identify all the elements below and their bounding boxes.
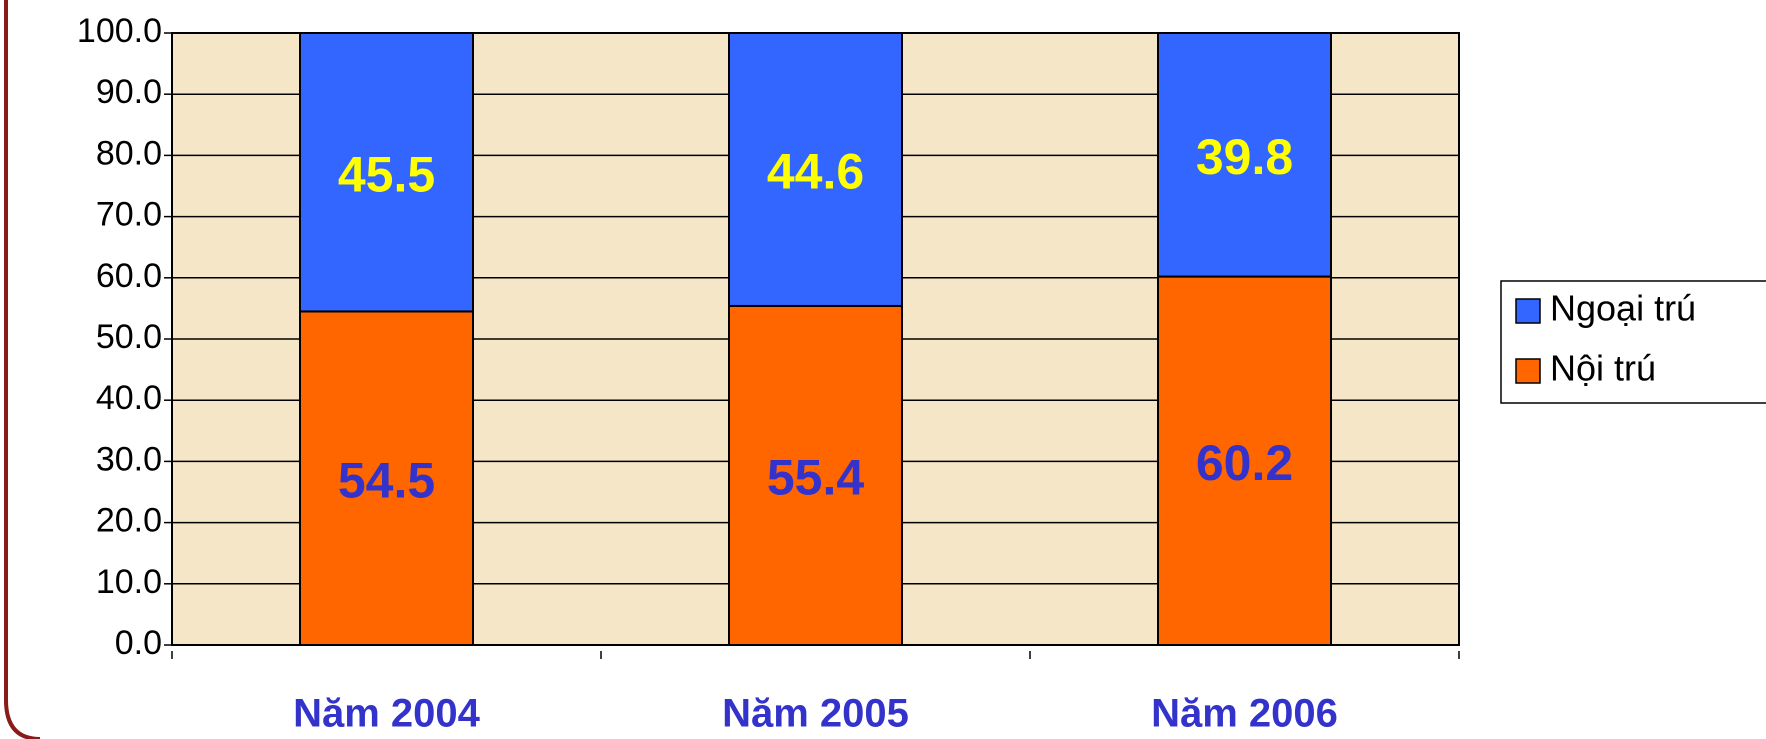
y-tick-label: 0.0: [115, 624, 162, 662]
legend-swatch: [1515, 298, 1541, 324]
data-label: 45.5: [338, 146, 435, 202]
data-label: 54.5: [338, 452, 435, 508]
data-label: 55.4: [767, 450, 865, 506]
y-tick-label: 40.0: [96, 379, 162, 417]
x-tick-label: Năm 2006: [1151, 692, 1338, 736]
x-tick-label: Năm 2005: [722, 692, 909, 736]
bar-segment: [1157, 32, 1332, 278]
bar-segment: [728, 32, 903, 307]
y-tick-label: 100.0: [77, 12, 162, 50]
bar-segment: [1157, 275, 1332, 646]
data-label: 39.8: [1196, 129, 1293, 185]
y-tick-label: 10.0: [96, 563, 162, 601]
bar-segment: [728, 304, 903, 646]
y-tick-label: 50.0: [96, 318, 162, 356]
y-tick-label: 60.0: [96, 257, 162, 295]
y-tick-label: 30.0: [96, 440, 162, 478]
y-tick-label: 80.0: [96, 134, 162, 172]
legend-swatch: [1515, 358, 1541, 384]
frame-border: [3, 0, 41, 739]
y-tick-label: 90.0: [96, 73, 162, 111]
data-label: 60.2: [1196, 435, 1293, 491]
legend-box: [1500, 280, 1766, 404]
legend-label: Nội trú: [1550, 348, 1656, 389]
bar-segment: [299, 32, 474, 313]
data-label: 44.6: [767, 144, 864, 200]
y-tick-label: 20.0: [96, 502, 162, 540]
bar-segment: [299, 310, 474, 646]
y-tick-label: 70.0: [96, 196, 162, 234]
x-tick-label: Năm 2004: [293, 692, 481, 736]
legend-label: Ngoại trú: [1550, 288, 1696, 329]
